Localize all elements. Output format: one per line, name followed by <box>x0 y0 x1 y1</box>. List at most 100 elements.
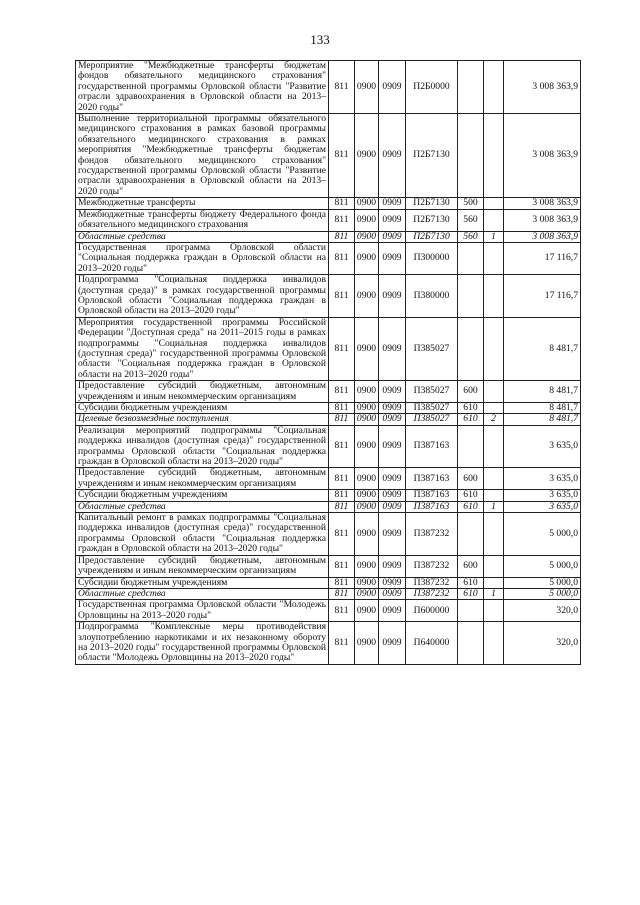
funding-source: 1 <box>483 587 504 601</box>
funding-source <box>483 197 504 210</box>
funding-source <box>483 467 504 491</box>
table-row: Предоставление субсидий бюджетным, автон… <box>75 380 581 403</box>
target-article-code: П300000 <box>405 241 458 276</box>
grbs-code: 811 <box>328 230 355 243</box>
row-name: Субсидии бюджетным учреждениям <box>75 401 329 415</box>
funding-source <box>483 59 504 115</box>
funding-source <box>483 401 504 415</box>
section-code: 0900 <box>354 424 379 469</box>
expense-type-code <box>457 621 484 665</box>
section-code: 0900 <box>354 208 379 232</box>
table-row: Межбюджетные трансферты 811 0900 0909 П2Б713… <box>75 197 581 210</box>
expense-type-code: 600 <box>457 554 484 578</box>
section-code: 0900 <box>354 241 379 276</box>
subsection-code: 0909 <box>378 413 406 426</box>
section-code: 0900 <box>354 413 379 426</box>
funding-source <box>483 113 504 199</box>
amount: 5 000,0 <box>503 554 581 578</box>
subsection-code: 0909 <box>378 401 406 415</box>
grbs-code: 811 <box>328 621 355 665</box>
section-code: 0900 <box>354 576 379 589</box>
expense-type-code: 610 <box>457 489 484 502</box>
expense-type-code: 560 <box>457 208 484 232</box>
expense-type-code <box>457 113 484 199</box>
section-code: 0900 <box>354 500 379 514</box>
target-article-code: П640000 <box>405 621 458 665</box>
budget-table: Мероприятие "Межбюджетные трансферты бюд… <box>75 59 581 665</box>
expense-type-code: 600 <box>457 380 484 403</box>
table-row: Областные средства 811 0900 0909 П2Б7130 560 1… <box>75 230 581 243</box>
section-code: 0900 <box>354 512 379 556</box>
table-row: Мероприятие "Межбюджетные трансферты бюд… <box>75 59 581 115</box>
table-row: Субсидии бюджетным учреждениям 811 0900 090… <box>75 576 581 589</box>
target-article-code: П2Б7130 <box>405 230 458 243</box>
section-code: 0900 <box>354 59 379 115</box>
amount: 17 116,7 <box>503 274 581 318</box>
funding-source <box>483 208 504 232</box>
target-article-code: П385027 <box>405 401 458 415</box>
target-article-code: П600000 <box>405 599 458 623</box>
funding-source <box>483 241 504 276</box>
grbs-code: 811 <box>328 587 355 601</box>
amount: 3 635,0 <box>503 467 581 491</box>
target-article-code: П387163 <box>405 467 458 491</box>
subsection-code: 0909 <box>378 424 406 469</box>
amount: 5 000,0 <box>503 576 581 589</box>
row-name: Мероприятия государственной программы Ро… <box>75 316 329 382</box>
table-row: Предоставление субсидий бюджетным, автон… <box>75 554 581 578</box>
row-name: Государственная программа Орловской обла… <box>75 241 329 276</box>
row-name: Реализация мероприятий подпрограммы "Соц… <box>75 424 329 469</box>
amount: 3 008 363,9 <box>503 59 581 115</box>
row-name: Межбюджетные трансферты <box>75 197 329 210</box>
amount: 5 000,0 <box>503 512 581 556</box>
amount: 320,0 <box>503 621 581 665</box>
section-code: 0900 <box>354 554 379 578</box>
section-code: 0900 <box>354 197 379 210</box>
amount: 3 008 363,9 <box>503 230 581 243</box>
row-name: Капитальный ремонт в рамках подпрограммы… <box>75 512 329 556</box>
expense-type-code: 610 <box>457 587 484 601</box>
row-name: Предоставление субсидий бюджетным, автон… <box>75 380 329 403</box>
target-article-code: П2Б0000 <box>405 59 458 115</box>
table-row: Реализация мероприятий подпрограммы "Соц… <box>75 424 581 469</box>
subsection-code: 0909 <box>378 113 406 199</box>
target-article-code: П2Б7130 <box>405 197 458 210</box>
expense-type-code: 600 <box>457 467 484 491</box>
amount: 3 635,0 <box>503 424 581 469</box>
funding-source: 1 <box>483 500 504 514</box>
target-article-code: П387232 <box>405 587 458 601</box>
target-article-code: П387232 <box>405 554 458 578</box>
amount: 3 635,0 <box>503 500 581 514</box>
subsection-code: 0909 <box>378 59 406 115</box>
table-row: Предоставление субсидий бюджетным, автон… <box>75 467 581 491</box>
target-article-code: П387232 <box>405 512 458 556</box>
grbs-code: 811 <box>328 59 355 115</box>
target-article-code: П2Б7130 <box>405 113 458 199</box>
section-code: 0900 <box>354 230 379 243</box>
row-name: Государственная программа Орловской обла… <box>75 599 329 623</box>
amount: 5 000,0 <box>503 587 581 601</box>
row-name: Областные средства <box>75 500 329 514</box>
subsection-code: 0909 <box>378 554 406 578</box>
grbs-code: 811 <box>328 113 355 199</box>
grbs-code: 811 <box>328 274 355 318</box>
funding-source <box>483 554 504 578</box>
grbs-code: 811 <box>328 467 355 491</box>
table-row: Мероприятия государственной программы Ро… <box>75 316 581 382</box>
target-article-code: П385027 <box>405 380 458 403</box>
subsection-code: 0909 <box>378 241 406 276</box>
grbs-code: 811 <box>328 401 355 415</box>
target-article-code: П2Б7130 <box>405 208 458 232</box>
grbs-code: 811 <box>328 316 355 382</box>
expense-type-code: 610 <box>457 500 484 514</box>
expense-type-code <box>457 241 484 276</box>
table-row: Государственная программа Орловской обла… <box>75 599 581 623</box>
table-row: Целевые безвозмездные поступления 811 0900… <box>75 413 581 426</box>
funding-source <box>483 599 504 623</box>
subsection-code: 0909 <box>378 489 406 502</box>
amount: 8 481,7 <box>503 401 581 415</box>
expense-type-code: 500 <box>457 197 484 210</box>
amount: 8 481,7 <box>503 316 581 382</box>
subsection-code: 0909 <box>378 467 406 491</box>
subsection-code: 0909 <box>378 512 406 556</box>
